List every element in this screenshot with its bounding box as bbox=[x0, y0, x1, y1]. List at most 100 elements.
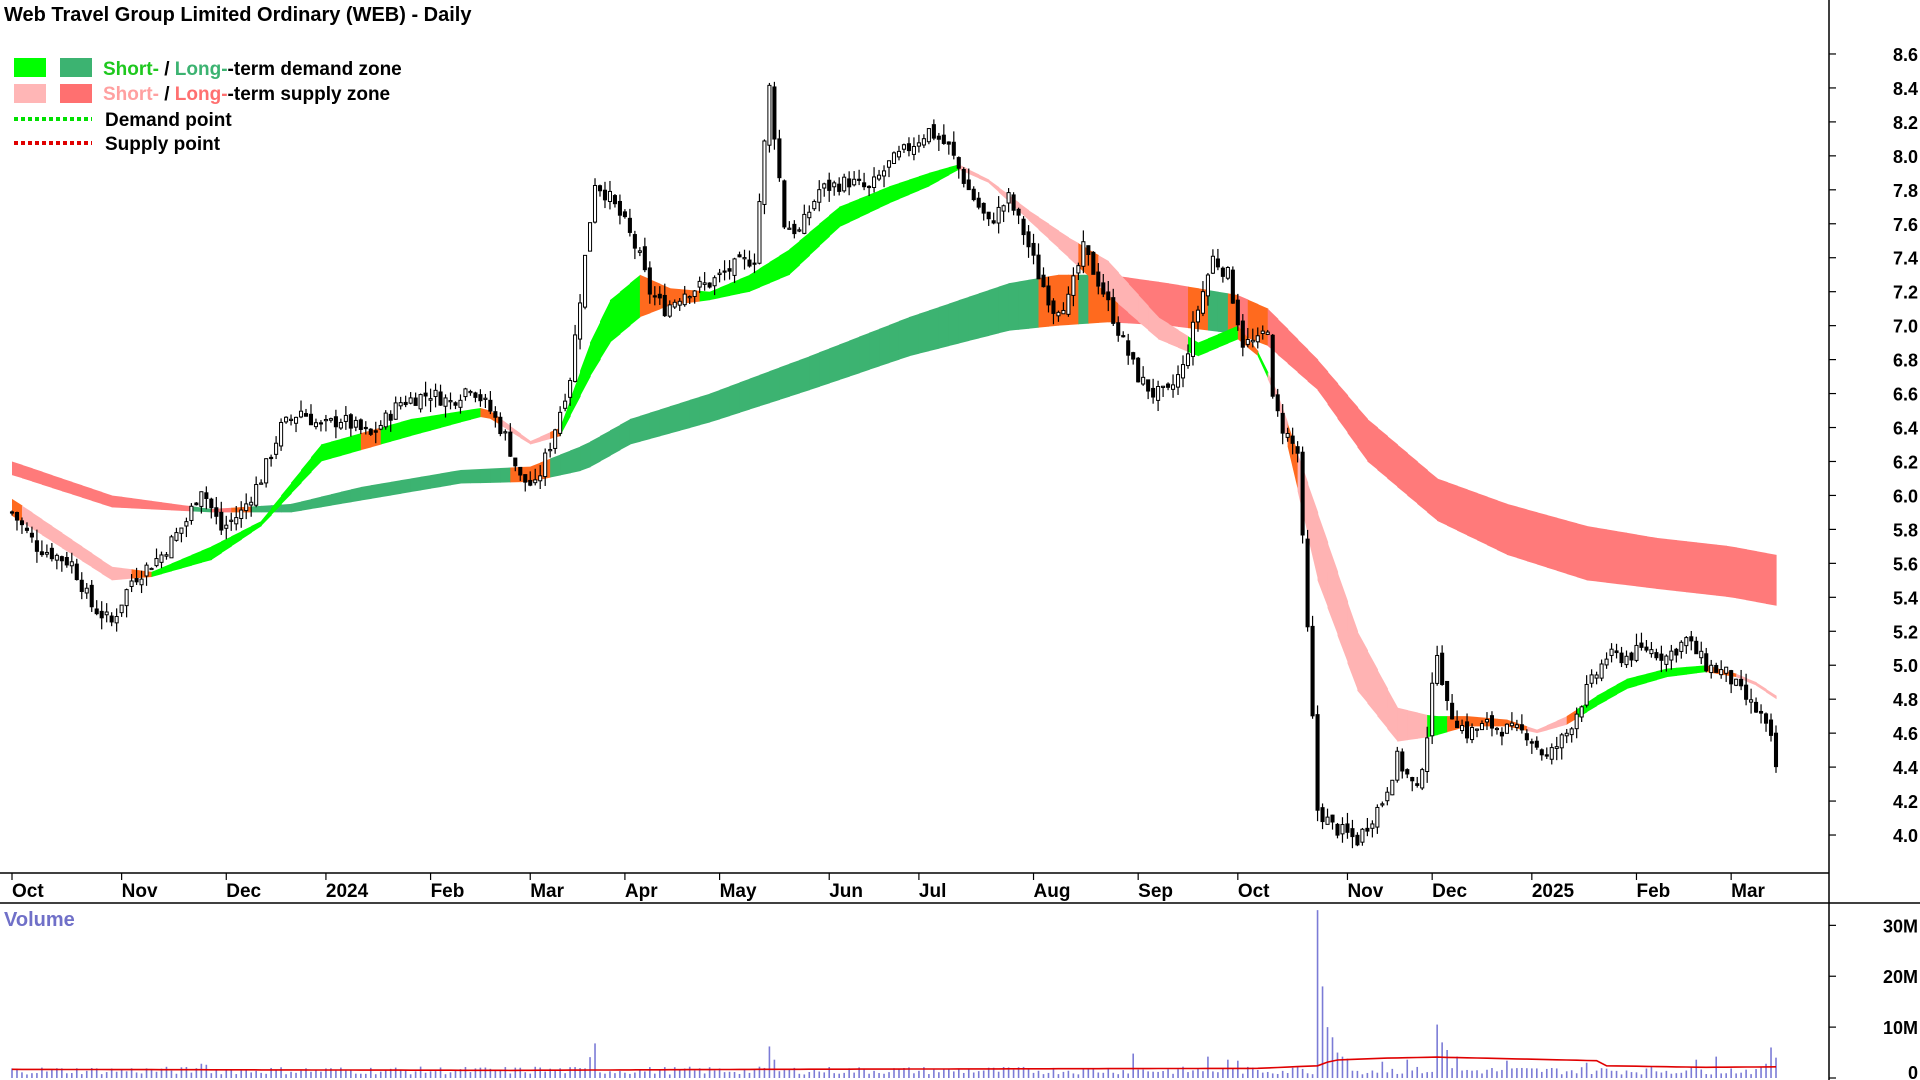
candle-up bbox=[592, 184, 598, 223]
candle-up bbox=[1325, 816, 1330, 825]
candle-down bbox=[966, 179, 971, 191]
long-term-band-segment bbox=[1566, 520, 1578, 578]
long-term-band-segment bbox=[1766, 552, 1777, 606]
candle-up bbox=[323, 418, 328, 422]
candle-down bbox=[214, 507, 219, 517]
long-term-band-segment bbox=[580, 441, 591, 472]
long-term-band-segment bbox=[958, 296, 970, 344]
short-term-band-segment bbox=[928, 170, 940, 187]
candle-up bbox=[1430, 682, 1435, 737]
long-term-band-segment bbox=[151, 500, 163, 510]
candle-up bbox=[254, 484, 259, 506]
candle-up bbox=[224, 524, 229, 529]
x-tick-label: Aug bbox=[1034, 881, 1071, 902]
candle-down bbox=[89, 584, 94, 608]
legend-supply-rest-text: -term supply zone bbox=[228, 84, 391, 105]
svg-text:Short- / Long--term demand zon: Short- / Long--term demand zone bbox=[103, 59, 402, 80]
short-term-band-segment bbox=[889, 183, 900, 204]
long-term-band-segment bbox=[1746, 549, 1757, 603]
long-term-band-segment bbox=[560, 450, 571, 476]
candle-down bbox=[1619, 652, 1624, 664]
short-term-band-segment bbox=[570, 370, 581, 417]
candle-down bbox=[1639, 642, 1644, 648]
candle-down bbox=[14, 512, 20, 521]
x-tick-label: Sep bbox=[1138, 881, 1173, 902]
long-term-band-segment bbox=[420, 475, 432, 491]
candle-down bbox=[1021, 218, 1026, 236]
y-tick-label: 5.0 bbox=[1893, 656, 1918, 676]
short-term-band-segment bbox=[1616, 678, 1628, 695]
legend-supply-zone: Short- / Long--term supply zone bbox=[14, 84, 390, 105]
short-term-band-segment bbox=[1377, 669, 1388, 729]
candle-up bbox=[69, 561, 74, 567]
candle-up bbox=[891, 152, 897, 165]
candle-down bbox=[1121, 335, 1126, 338]
candle-down bbox=[1350, 828, 1355, 838]
short-term-band-segment bbox=[759, 261, 771, 288]
legend-supply-long-text: Long- bbox=[175, 84, 228, 105]
long-term-band-segment bbox=[131, 498, 143, 509]
short-term-band-segment bbox=[1586, 695, 1598, 713]
candle-down bbox=[1041, 274, 1046, 288]
long-term-band-segment bbox=[281, 503, 292, 513]
long-term-band-segment bbox=[430, 473, 442, 489]
short-term-band-segment bbox=[201, 546, 212, 563]
candle-down bbox=[792, 223, 797, 235]
candle-up bbox=[174, 532, 179, 541]
short-term-band-segment bbox=[1327, 542, 1339, 636]
candle-up bbox=[916, 142, 921, 147]
long-term-band-segment bbox=[310, 496, 322, 510]
short-term-band-segment bbox=[460, 409, 472, 423]
long-term-band-segment bbox=[729, 382, 741, 416]
candle-down bbox=[473, 392, 478, 398]
legend-supply-short-text: Short- bbox=[103, 84, 159, 105]
candle-down bbox=[946, 141, 951, 145]
short-term-band-segment bbox=[530, 436, 541, 445]
candle-up bbox=[817, 189, 822, 203]
candle-down bbox=[1290, 435, 1295, 444]
candle-up bbox=[1210, 255, 1215, 274]
candle-down bbox=[1534, 740, 1539, 748]
candle-up bbox=[538, 475, 543, 482]
candle-up bbox=[1589, 674, 1594, 684]
x-tick-label: Feb bbox=[1636, 881, 1670, 902]
y-tick-label: 5.2 bbox=[1893, 622, 1918, 642]
short-term-band-segment bbox=[699, 290, 711, 302]
long-term-band-segment bbox=[1357, 407, 1368, 462]
candle-up bbox=[159, 554, 164, 563]
long-term-band-segment bbox=[1058, 274, 1070, 326]
candle-up bbox=[1156, 385, 1161, 401]
candle-down bbox=[1768, 719, 1774, 736]
candle-down bbox=[612, 195, 617, 205]
candle-up bbox=[1200, 291, 1205, 314]
long-term-band-segment bbox=[201, 507, 212, 513]
long-term-band-segment bbox=[1736, 547, 1747, 601]
candle-up bbox=[1564, 732, 1569, 737]
candle-down bbox=[1499, 731, 1504, 737]
candle-up bbox=[1340, 824, 1345, 835]
candle-up bbox=[1649, 649, 1654, 655]
long-term-band-segment bbox=[171, 503, 183, 511]
long-term-band-segment bbox=[1546, 514, 1558, 571]
long-term-band-segment bbox=[1337, 383, 1349, 433]
candle-down bbox=[1235, 299, 1240, 326]
candle-up bbox=[812, 201, 817, 210]
candle-down bbox=[657, 293, 662, 299]
candle-down bbox=[358, 419, 363, 430]
candle-up bbox=[1719, 669, 1724, 676]
candle-up bbox=[383, 412, 388, 428]
candle-down bbox=[1659, 653, 1664, 661]
x-tick-label: May bbox=[720, 881, 757, 902]
short-term-band-segment bbox=[1546, 720, 1558, 731]
candle-down bbox=[1315, 714, 1320, 811]
x-tick-label: Nov bbox=[122, 881, 158, 902]
long-term-band-segment bbox=[1277, 318, 1289, 364]
candle-down bbox=[1729, 670, 1734, 685]
long-term-band-segment bbox=[639, 412, 651, 442]
legend-short-supply-swatch bbox=[14, 84, 46, 103]
candle-up bbox=[757, 201, 762, 264]
long-term-band-segment bbox=[1188, 286, 1199, 330]
candle-down bbox=[333, 416, 338, 428]
candle-up bbox=[1161, 385, 1166, 388]
